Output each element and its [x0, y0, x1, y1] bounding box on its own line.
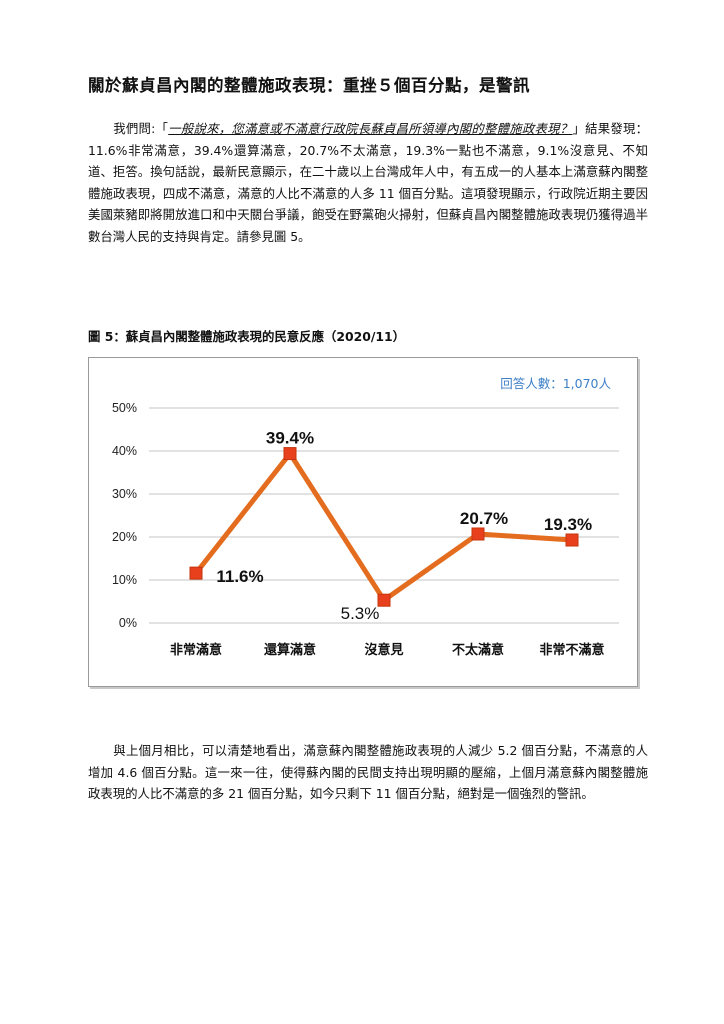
y-tick-label: 0%	[119, 616, 137, 630]
figure-caption: 圖 5：蘇貞昌內閣整體施政表現的民意反應（2020/11）	[88, 329, 406, 344]
chart-frame: 0% 10% 20% 30% 40% 50% 非常滿意 還算滿意 沒意見 不太滿意 非常不滿意 11.…	[88, 357, 638, 687]
data-point-marker	[189, 566, 203, 580]
survey-question: 一般說來，您滿意或不滿意行政院長蘇貞昌所領導內閣的整體施政表現？	[168, 121, 573, 136]
y-tick-label: 40%	[112, 444, 137, 458]
data-label: 39.4%	[266, 429, 314, 448]
data-point-marker	[471, 527, 485, 541]
results-text: 結果發現：11.6%非常滿意，39.4%還算滿意，20.7%不太滿意，19.3%…	[88, 121, 649, 244]
x-tick-label: 不太滿意	[452, 642, 504, 658]
intro-paragraph: 我們問:「一般說來，您滿意或不滿意行政院長蘇貞昌所領導內閣的整體施政表現？」結果…	[88, 118, 648, 247]
data-label: 5.3%	[341, 604, 380, 623]
question-lead: 我們問:「	[113, 121, 169, 136]
y-tick-label: 30%	[112, 487, 137, 501]
x-tick-label: 還算滿意	[264, 642, 316, 658]
data-label: 19.3%	[544, 515, 592, 534]
data-label: 20.7%	[460, 509, 508, 528]
y-tick-label: 50%	[112, 401, 137, 415]
respondents-annotation: 回答人數：1,070人	[500, 376, 611, 391]
comparison-text: 與上個月相比，可以清楚地看出，滿意蘇內閣整體施政表現的人減少 5.2 個百分點，…	[88, 743, 648, 801]
y-tick-label: 20%	[112, 530, 137, 544]
line-chart: 0% 10% 20% 30% 40% 50% 非常滿意 還算滿意 沒意見 不太滿意 非常不滿意 11.…	[112, 376, 619, 658]
y-tick-label: 10%	[112, 573, 137, 587]
document-title: 關於蘇貞昌內閣的整體施政表現：重挫５個百分點，是警訊	[88, 76, 530, 95]
data-point-marker	[565, 533, 579, 547]
question-close: 」	[572, 121, 586, 136]
data-point-marker	[283, 447, 297, 461]
x-tick-label: 非常不滿意	[539, 642, 604, 658]
comparison-paragraph: 與上個月相比，可以清楚地看出，滿意蘇內閣整體施政表現的人減少 5.2 個百分點，…	[88, 740, 648, 805]
x-tick-label: 非常滿意	[170, 642, 222, 658]
data-point-marker	[377, 593, 391, 607]
data-label: 11.6%	[216, 567, 263, 586]
x-tick-label: 沒意見	[364, 642, 403, 658]
